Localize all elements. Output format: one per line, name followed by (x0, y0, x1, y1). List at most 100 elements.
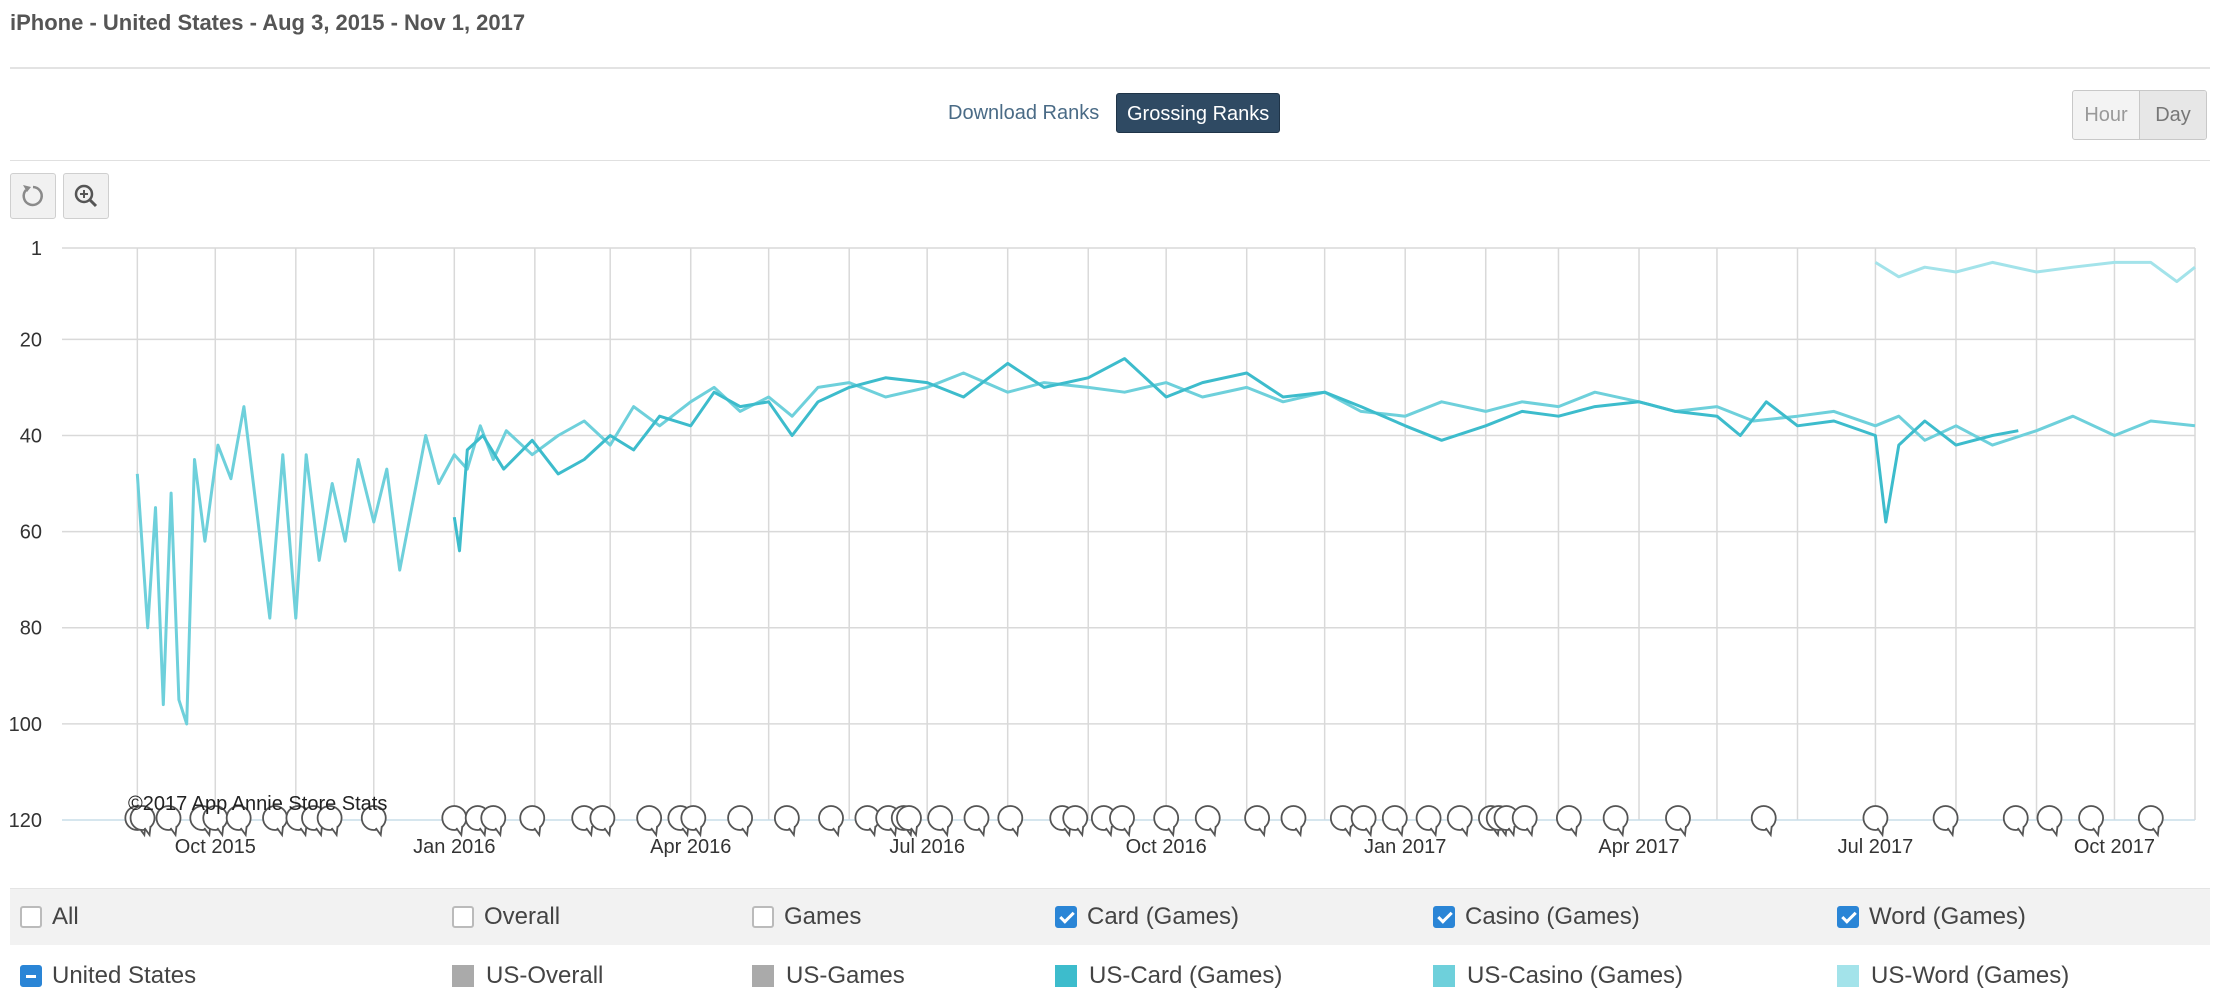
legend-swatch (452, 965, 474, 987)
event-markers (124, 805, 2164, 838)
zoom-in-icon (74, 184, 98, 208)
y-tick-label: 20 (20, 329, 42, 351)
legend-checkbox-casino-games[interactable]: Casino (Games) (1433, 903, 1640, 931)
event-marker-icon[interactable] (818, 805, 844, 838)
event-marker-icon[interactable] (1194, 805, 1221, 838)
event-marker-icon[interactable] (1244, 805, 1271, 838)
zoom-in-button[interactable] (63, 173, 109, 219)
legend-swatch (1433, 965, 1455, 987)
checkbox-icon[interactable] (1837, 906, 1859, 928)
controls-divider (10, 160, 2210, 161)
event-marker-icon[interactable] (2036, 805, 2063, 838)
event-marker-icon[interactable] (636, 805, 663, 838)
legend-checkbox-card-games[interactable]: Card (Games) (1055, 903, 1239, 931)
event-marker-icon[interactable] (1381, 805, 1408, 838)
y-tick-label: 60 (20, 522, 42, 544)
event-marker-icon[interactable] (1109, 805, 1135, 838)
x-tick-label: Oct 2015 (175, 836, 256, 858)
legend-label: Card (Games) (1087, 903, 1240, 930)
event-marker-icon[interactable] (480, 805, 507, 838)
chart-series (135, 260, 2196, 726)
legend-checkbox-all[interactable]: All (20, 903, 79, 931)
checkbox-icon[interactable] (1055, 906, 1077, 928)
event-marker-icon[interactable] (589, 805, 616, 838)
event-marker-icon[interactable] (896, 805, 922, 838)
x-tick-label: Jan 2017 (1364, 836, 1446, 858)
event-marker-icon[interactable] (1511, 805, 1538, 838)
event-marker-icon[interactable] (727, 805, 753, 838)
event-marker-icon[interactable] (1280, 805, 1307, 838)
granularity-toggle: Hour Day (2072, 90, 2207, 140)
event-marker-icon[interactable] (1555, 805, 1582, 838)
series-legend-entry: US-Card (Games) (1055, 962, 1282, 990)
legend-label: Word (Games) (1869, 903, 2026, 930)
event-marker-icon[interactable] (316, 805, 343, 838)
event-marker-icon[interactable] (1862, 805, 1889, 838)
event-marker-icon[interactable] (1446, 805, 1473, 838)
y-tick-label: 120 (9, 810, 42, 832)
legend-checkbox-word-games[interactable]: Word (Games) (1837, 903, 2026, 931)
title-divider (10, 67, 2210, 69)
chart-grid (62, 247, 2196, 821)
chart-watermark: ©2017 App Annie Store Stats (128, 793, 387, 815)
event-marker-icon[interactable] (1415, 805, 1442, 838)
event-marker-icon[interactable] (1062, 805, 1089, 838)
series-legend-entry: US-Overall (452, 962, 603, 990)
download-ranks-tab[interactable]: Download Ranks (948, 102, 1100, 124)
event-marker-icon[interactable] (441, 805, 468, 838)
event-marker-icon[interactable] (927, 805, 954, 838)
event-marker-icon[interactable] (129, 805, 156, 838)
legend-swatch (1055, 965, 1077, 987)
x-tick-label: Apr 2017 (1598, 836, 1679, 858)
event-marker-icon[interactable] (360, 805, 387, 838)
y-tick-label: 100 (9, 714, 42, 736)
x-tick-label: Jul 2017 (1838, 836, 1914, 858)
y-tick-label: 80 (20, 618, 42, 640)
y-tick-label: 40 (20, 425, 42, 447)
event-marker-icon[interactable] (2137, 805, 2164, 838)
event-marker-icon[interactable] (680, 805, 707, 838)
series-legend-entry: US-Word (Games) (1837, 962, 2069, 990)
legend-checkbox-overall[interactable]: Overall (452, 903, 560, 931)
event-marker-icon[interactable] (2078, 805, 2104, 838)
x-tick-label: Oct 2017 (2074, 836, 2155, 858)
legend-checkbox-games[interactable]: Games (752, 903, 861, 931)
series-line (452, 357, 2019, 553)
checkbox-icon[interactable] (752, 906, 774, 928)
event-marker-icon[interactable] (519, 805, 546, 838)
event-marker-icon[interactable] (2002, 805, 2029, 838)
checkbox-icon[interactable] (20, 906, 42, 928)
event-marker-icon[interactable] (1329, 805, 1356, 838)
grossing-ranks-tab[interactable]: Grossing Ranks (1116, 93, 1281, 133)
event-marker-icon[interactable] (1602, 805, 1629, 838)
event-marker-icon[interactable] (963, 805, 990, 838)
x-tick-label: Apr 2016 (650, 836, 731, 858)
checkbox-icon[interactable] (452, 906, 474, 928)
hour-button[interactable]: Hour (2084, 104, 2128, 126)
event-marker-icon[interactable] (1350, 805, 1377, 838)
x-tick-label: Jan 2016 (413, 836, 495, 858)
checkbox-icon[interactable] (1433, 906, 1455, 928)
x-tick-label: Jul 2016 (889, 836, 965, 858)
event-marker-icon[interactable] (1750, 805, 1777, 838)
legend-label: US-Word (Games) (1871, 962, 2070, 989)
event-marker-icon[interactable] (997, 805, 1024, 838)
event-marker-icon[interactable] (1665, 805, 1691, 838)
legend-swatch (752, 965, 774, 987)
event-marker-icon[interactable] (773, 805, 800, 838)
reset-zoom-button[interactable] (10, 173, 56, 219)
event-marker-icon[interactable] (1153, 805, 1180, 838)
legend-label: Games (784, 903, 862, 930)
legend-label: US-Card (Games) (1089, 962, 1283, 989)
country-toggle[interactable]: United States (20, 962, 196, 990)
day-button[interactable]: Day (2139, 91, 2206, 139)
legend-label: US-Overall (486, 962, 604, 989)
legend-label: United States (52, 962, 197, 989)
event-marker-icon[interactable] (155, 805, 182, 838)
legend-label: US-Games (786, 962, 905, 989)
event-marker-icon[interactable] (225, 805, 252, 838)
series-legend-entry: US-Casino (Games) (1433, 962, 1683, 990)
event-marker-icon[interactable] (1932, 805, 1959, 838)
